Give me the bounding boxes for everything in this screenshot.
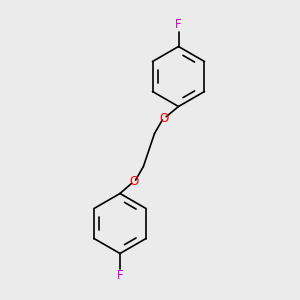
Text: O: O xyxy=(160,112,169,125)
Text: F: F xyxy=(117,269,123,282)
Text: O: O xyxy=(129,175,138,188)
Text: F: F xyxy=(175,18,182,31)
